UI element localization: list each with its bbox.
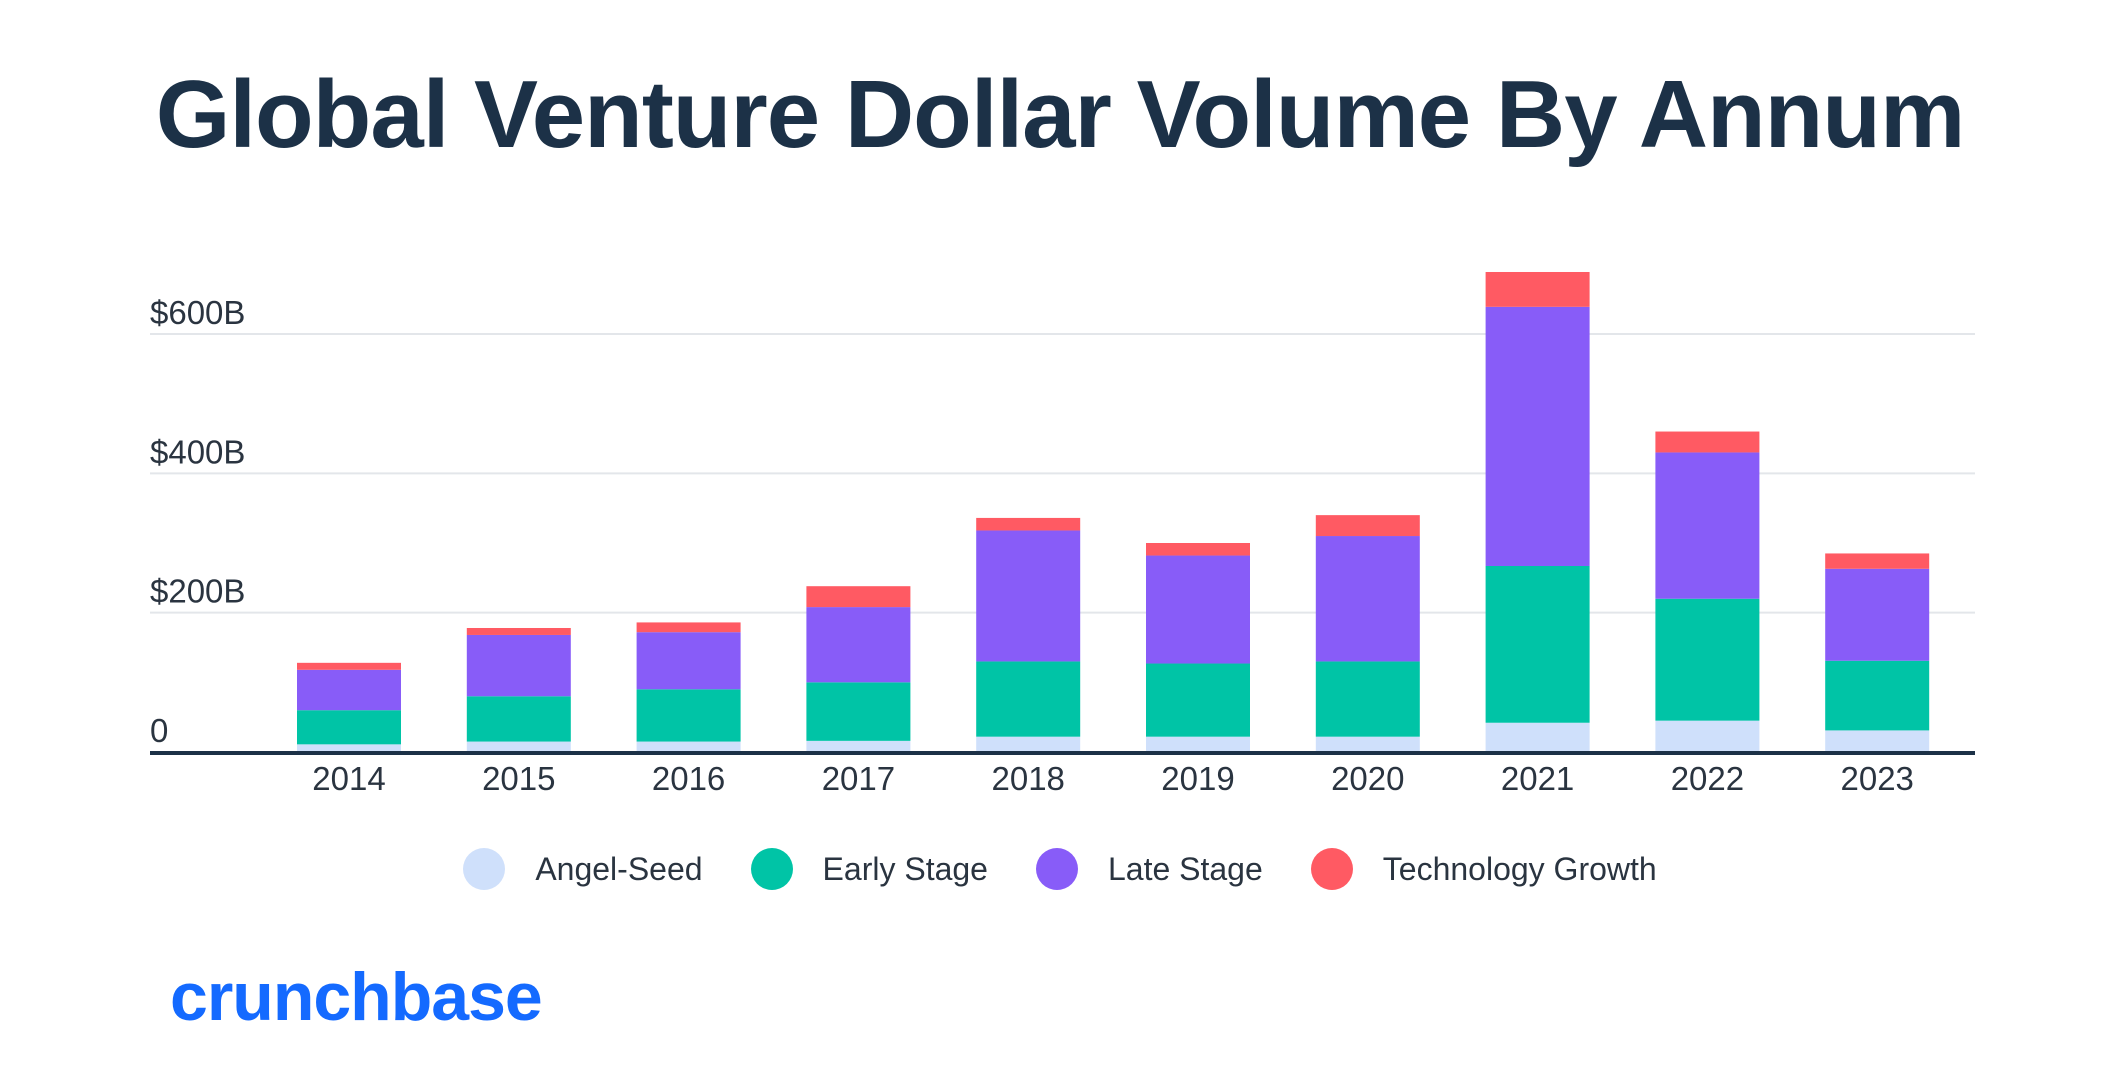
legend-swatch: [463, 848, 506, 890]
legend-swatch: [1310, 848, 1353, 890]
legend-label: Late Stage: [1107, 850, 1263, 887]
legend-swatch: [1035, 848, 1078, 890]
bar-segment-angel-seed-2017: [806, 740, 911, 752]
x-tick-label: 2016: [652, 760, 725, 797]
x-tick-label: 2022: [1671, 760, 1744, 797]
bar-segment-early-stage-2019: [1146, 663, 1250, 737]
legend-item: Early Stage: [750, 848, 988, 890]
bars: [297, 271, 1930, 752]
bar-segment-early-stage-2023: [1825, 660, 1930, 731]
bar-segment-technology-growth-2016: [636, 622, 741, 633]
bar-segment-angel-seed-2019: [1146, 736, 1250, 752]
bar-segment-late-stage-2015: [466, 634, 571, 697]
legend-label: Angel-Seed: [535, 850, 703, 887]
bar-segment-early-stage-2016: [636, 689, 741, 742]
bar-segment-late-stage-2017: [806, 607, 911, 683]
bar-segment-technology-growth-2019: [1146, 543, 1250, 556]
x-tick-label: 2019: [1161, 760, 1234, 797]
x-tick-label: 2014: [312, 760, 385, 797]
bar-segment-angel-seed-2016: [636, 741, 741, 752]
bar-segment-technology-growth-2014: [297, 662, 401, 670]
y-tick-label: $200B: [150, 573, 245, 610]
bar-segment-technology-growth-2023: [1825, 553, 1930, 569]
bar-segment-angel-seed-2018: [976, 736, 1081, 752]
bar-segment-angel-seed-2023: [1825, 730, 1930, 752]
bar-segment-technology-growth-2021: [1485, 271, 1590, 307]
y-tick-label: 0: [150, 712, 168, 749]
bar-segment-early-stage-2021: [1485, 565, 1590, 723]
legend-swatch: [750, 848, 793, 890]
x-tick-label: 2023: [1840, 760, 1913, 797]
x-tick-label: 2020: [1331, 760, 1404, 797]
legend-item: Angel-Seed: [463, 848, 703, 890]
y-tick-label: $600B: [150, 294, 245, 331]
bar-segment-late-stage-2020: [1315, 536, 1420, 662]
bar-segment-early-stage-2018: [976, 661, 1081, 737]
legend-item: Late Stage: [1035, 848, 1263, 890]
bar-segment-early-stage-2020: [1315, 661, 1420, 737]
x-tick-label: 2021: [1501, 760, 1574, 797]
bar-segment-technology-growth-2018: [976, 517, 1081, 531]
legend-label: Technology Growth: [1382, 850, 1657, 887]
chart-title: Global Venture Dollar Volume By Annum: [155, 61, 1966, 168]
bar-segment-late-stage-2021: [1485, 306, 1590, 566]
bar-segment-technology-growth-2020: [1315, 515, 1420, 537]
bar-segment-technology-growth-2022: [1655, 431, 1760, 453]
bar-segment-late-stage-2023: [1825, 568, 1930, 661]
bar-segment-early-stage-2022: [1655, 598, 1760, 721]
bar-segment-late-stage-2018: [976, 530, 1081, 662]
y-tick-label: $400B: [150, 433, 245, 470]
legend-label: Early Stage: [822, 850, 988, 887]
x-tick-label: 2015: [482, 760, 555, 797]
bar-segment-late-stage-2019: [1146, 555, 1250, 664]
bar-segment-late-stage-2014: [297, 669, 401, 711]
bar-segment-early-stage-2014: [297, 710, 401, 745]
bar-segment-technology-growth-2017: [806, 586, 911, 608]
bar-segment-angel-seed-2022: [1655, 720, 1760, 752]
legend-item: Technology Growth: [1310, 848, 1657, 890]
legend: Angel-Seed Early Stage Late Stage Technolog…: [0, 848, 2120, 890]
bar-segment-angel-seed-2020: [1315, 736, 1420, 752]
bar-segment-angel-seed-2021: [1485, 722, 1590, 752]
bar-segment-late-stage-2016: [636, 632, 741, 690]
x-tick-label: 2017: [822, 760, 895, 797]
bar-segment-early-stage-2015: [466, 696, 571, 742]
crunchbase-logo: crunchbase: [170, 959, 543, 1035]
bar-segment-late-stage-2022: [1655, 452, 1760, 599]
bar-segment-angel-seed-2014: [297, 744, 401, 752]
bar-segment-technology-growth-2015: [466, 627, 571, 635]
axes: 0 $200B $400B $600B 2014 2015 2016 2017 2018 2019…: [150, 294, 1975, 797]
bar-segment-early-stage-2017: [806, 682, 911, 741]
x-tick-label: 2018: [991, 760, 1064, 797]
bar-segment-angel-seed-2015: [466, 741, 571, 752]
